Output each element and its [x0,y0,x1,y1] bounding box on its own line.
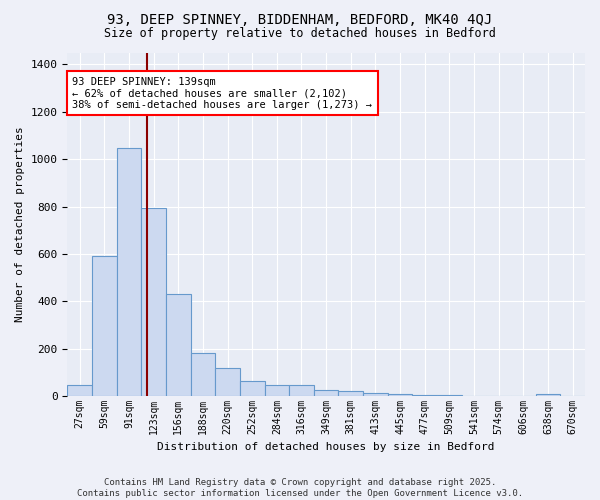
Bar [166,294,191,396]
Bar [536,394,560,396]
Bar [289,386,314,396]
Bar [191,354,215,396]
Bar [240,380,265,396]
Bar [92,256,116,396]
Text: Contains HM Land Registry data © Crown copyright and database right 2025.
Contai: Contains HM Land Registry data © Crown c… [77,478,523,498]
Y-axis label: Number of detached properties: Number of detached properties [15,126,25,322]
Text: Size of property relative to detached houses in Bedford: Size of property relative to detached ho… [104,28,496,40]
Text: 93 DEEP SPINNEY: 139sqm
← 62% of detached houses are smaller (2,102)
38% of semi: 93 DEEP SPINNEY: 139sqm ← 62% of detache… [73,76,373,110]
Bar [388,394,412,396]
Bar [437,395,462,396]
Bar [265,386,289,396]
Bar [67,386,92,396]
Bar [314,390,338,396]
X-axis label: Distribution of detached houses by size in Bedford: Distribution of detached houses by size … [157,442,495,452]
Bar [338,392,363,396]
Bar [215,368,240,396]
Bar [363,392,388,396]
Bar [116,148,141,396]
Bar [141,208,166,396]
Text: 93, DEEP SPINNEY, BIDDENHAM, BEDFORD, MK40 4QJ: 93, DEEP SPINNEY, BIDDENHAM, BEDFORD, MK… [107,12,493,26]
Bar [412,395,437,396]
